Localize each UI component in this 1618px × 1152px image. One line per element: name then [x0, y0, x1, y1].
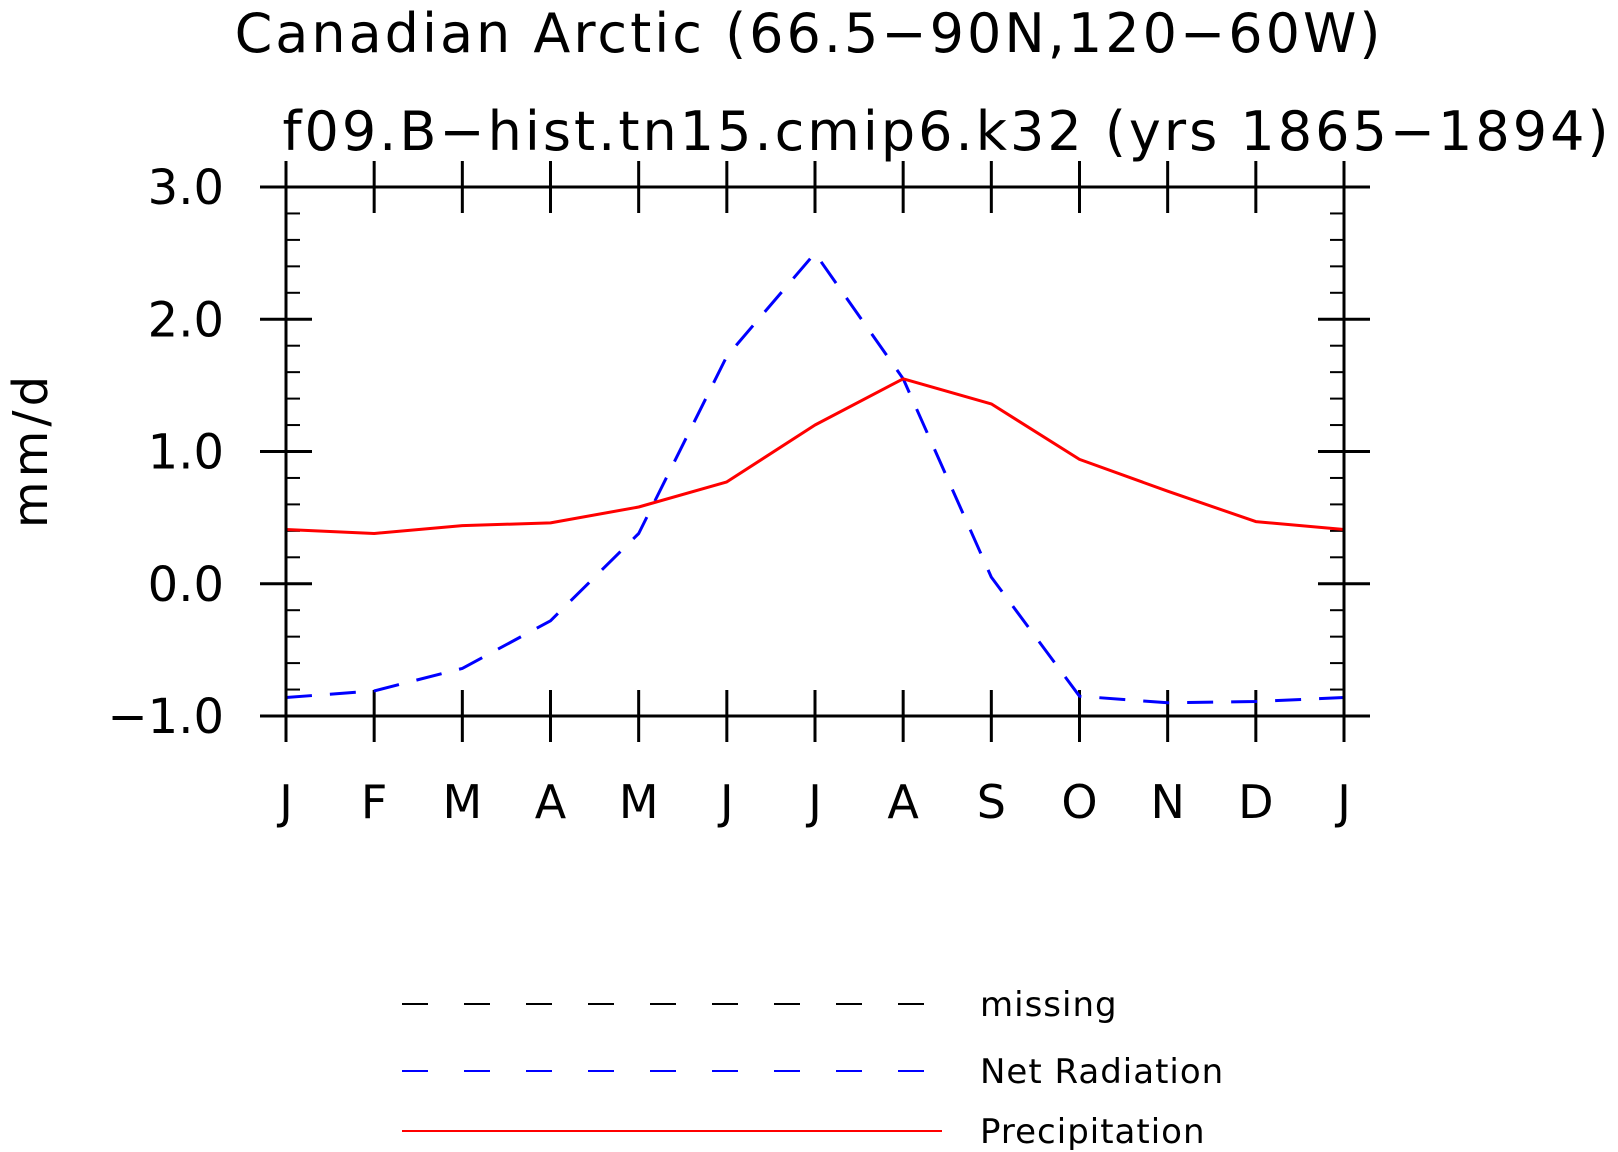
x-tick-label: J — [276, 775, 293, 829]
x-tick-label: A — [887, 775, 919, 829]
legend-label: Precipitation — [980, 1112, 1206, 1152]
series-lines — [285, 251, 1345, 705]
y-axis-label: mm/d — [3, 372, 59, 528]
y-tick-label: 2.0 — [148, 292, 224, 348]
y-tick-label: 1.0 — [148, 425, 224, 481]
chart-subtitle: f09.B−hist.tn15.cmip6.k32 (yrs 1865−1894… — [282, 100, 1611, 163]
chart-title: Canadian Arctic (66.5−90N,120−60W) — [235, 2, 1384, 65]
x-tick-label: O — [1061, 775, 1097, 829]
x-tick-label: D — [1238, 775, 1273, 829]
x-tick-label: S — [977, 775, 1006, 829]
x-tick-label: M — [442, 775, 482, 829]
x-tick-label: M — [619, 775, 659, 829]
series-line-precipitation — [285, 377, 1345, 535]
x-tick-label: A — [535, 775, 567, 829]
y-tick-label: 3.0 — [148, 160, 224, 216]
series-line-net-radiation — [285, 251, 1345, 705]
plot-frame — [284, 185, 1346, 718]
y-tick-labels: −1.0 0.0 1.0 2.0 3.0 — [107, 160, 224, 745]
x-tick-label: F — [361, 775, 387, 829]
legend: missing Net Radiation Precipitation — [402, 985, 1224, 1152]
y-tick-label: −1.0 — [107, 689, 224, 745]
x-tick-label: N — [1150, 775, 1184, 829]
legend-label: missing — [980, 985, 1118, 1025]
y-tick-label: 0.0 — [148, 557, 224, 613]
axis-ticks — [260, 161, 1370, 742]
x-tick-label: J — [1334, 775, 1351, 829]
legend-label: Net Radiation — [980, 1052, 1224, 1092]
x-tick-label: J — [805, 775, 822, 829]
x-tick-label: J — [717, 775, 734, 829]
